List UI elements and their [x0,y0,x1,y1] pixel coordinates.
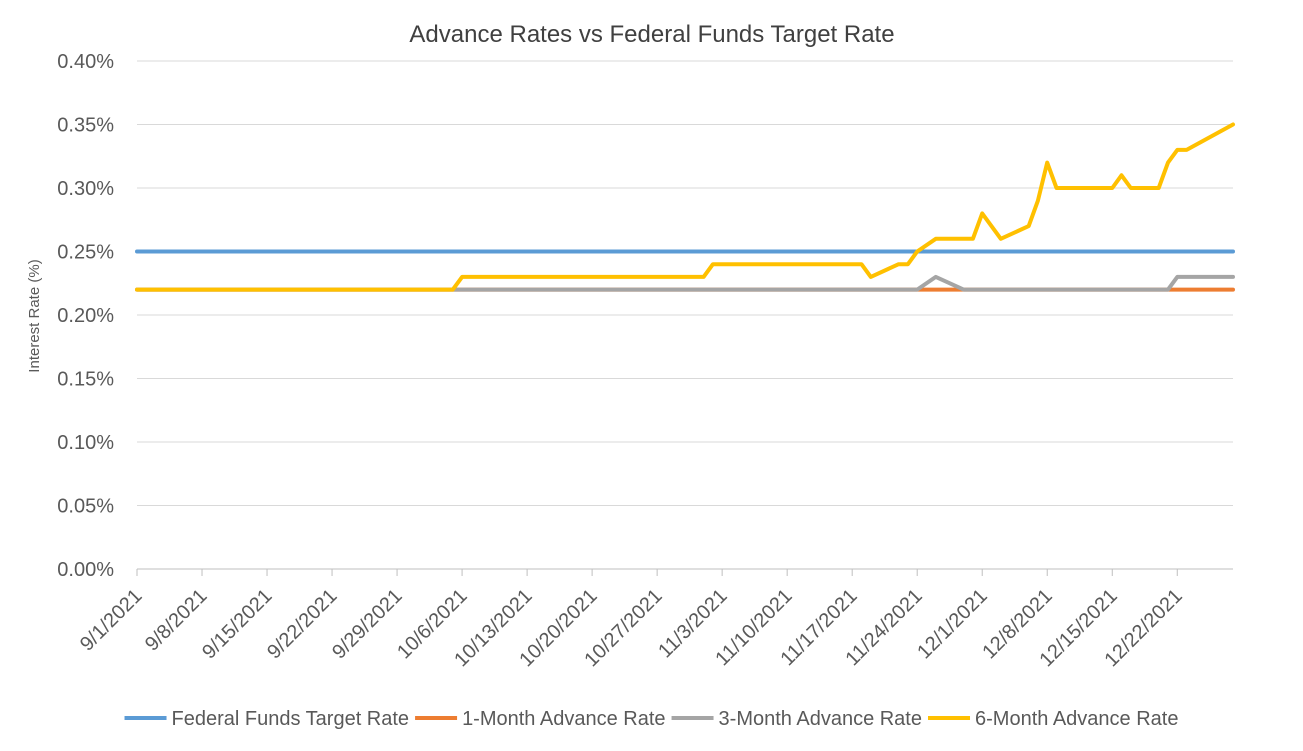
legend: Federal Funds Target Rate 1-Month Advance… [124,708,1178,730]
series-line-6-month-advance-rate [135,122,1235,292]
y-tick-label: 0.10% [57,432,114,454]
x-tick-label: 9/15/2021 [198,585,276,663]
series-lines [135,122,1235,292]
y-axis-tick-labels: 0.00% 0.05% 0.10% 0.15% 0.20% 0.25% 0.30% 0.35%… [57,51,114,581]
gridlines [137,60,1233,506]
chart-title: Advance Rates vs Federal Funds Target Ra… [409,21,894,48]
x-tick-label: 9/1/2021 [76,585,147,656]
legend-item-federal-funds-target-rate: Federal Funds Target Rate [124,708,410,730]
y-tick-label: 0.15% [57,369,114,391]
y-tick-label: 0.40% [57,51,114,73]
legend-label: Federal Funds Target Rate [172,708,410,730]
y-tick-label: 0.05% [57,496,114,518]
legend-label: 1-Month Advance Rate [462,708,665,730]
x-tick-label: 9/22/2021 [263,585,341,663]
y-axis-title: Interest Rate (%) [26,259,43,372]
x-tick-label: 9/29/2021 [328,585,406,663]
legend-label: 6-Month Advance Rate [975,708,1178,730]
x-axis [136,568,1233,576]
legend-label: 3-Month Advance Rate [719,708,922,730]
series-line-3-month-advance-rate [135,274,1235,292]
y-tick-label: 0.20% [57,305,114,327]
x-tick-label: 12/1/2021 [913,585,991,663]
x-axis-tick-labels: 9/1/20219/8/20219/15/20219/22/20219/29/2… [76,585,1187,671]
legend-item-3-month-advance-rate: 3-Month Advance Rate [671,708,922,730]
legend-item-6-month-advance-rate: 6-Month Advance Rate [928,708,1178,730]
y-tick-label: 0.00% [57,559,114,581]
legend-item-1-month-advance-rate: 1-Month Advance Rate [415,708,666,730]
y-tick-label: 0.25% [57,242,114,264]
y-tick-label: 0.35% [57,115,114,137]
y-tick-label: 0.30% [57,178,114,200]
